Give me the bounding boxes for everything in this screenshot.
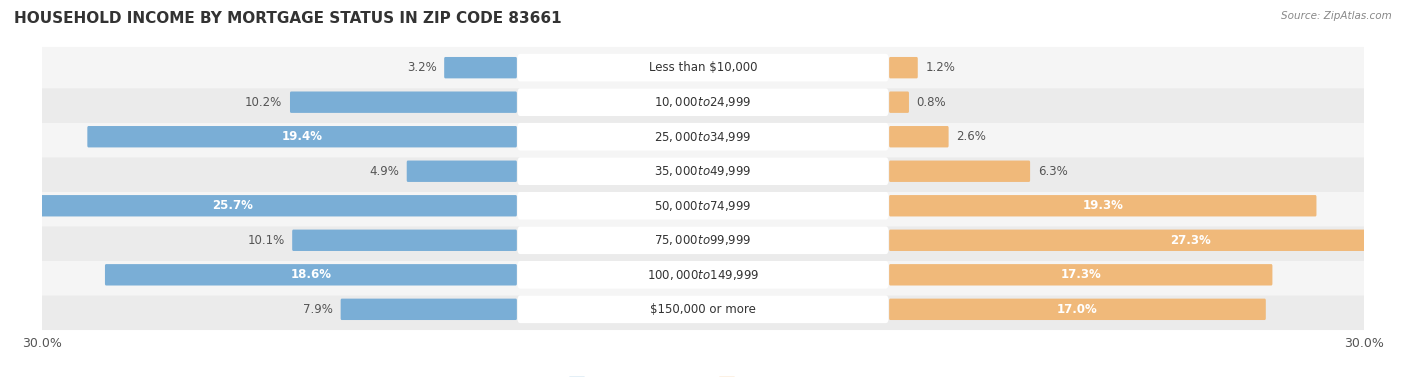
FancyBboxPatch shape [889, 230, 1406, 251]
Text: $100,000 to $149,999: $100,000 to $149,999 [647, 268, 759, 282]
FancyBboxPatch shape [517, 158, 889, 185]
Text: $25,000 to $34,999: $25,000 to $34,999 [654, 130, 752, 144]
FancyBboxPatch shape [889, 57, 918, 78]
FancyBboxPatch shape [39, 116, 1367, 158]
Text: 17.3%: 17.3% [1060, 268, 1101, 281]
Text: 0.8%: 0.8% [917, 96, 946, 109]
FancyBboxPatch shape [444, 57, 517, 78]
FancyBboxPatch shape [290, 92, 517, 113]
Text: 25.7%: 25.7% [212, 199, 253, 212]
Text: 18.6%: 18.6% [291, 268, 332, 281]
Text: 1.2%: 1.2% [925, 61, 955, 74]
Legend: Without Mortgage, With Mortgage: Without Mortgage, With Mortgage [564, 372, 842, 377]
FancyBboxPatch shape [39, 254, 1367, 296]
FancyBboxPatch shape [39, 219, 1367, 261]
FancyBboxPatch shape [0, 195, 517, 216]
FancyBboxPatch shape [340, 299, 517, 320]
FancyBboxPatch shape [292, 230, 517, 251]
Text: 3.2%: 3.2% [406, 61, 436, 74]
FancyBboxPatch shape [517, 123, 889, 150]
FancyBboxPatch shape [517, 296, 889, 323]
FancyBboxPatch shape [39, 150, 1367, 192]
Text: 2.6%: 2.6% [956, 130, 986, 143]
Text: 19.4%: 19.4% [281, 130, 322, 143]
Text: $75,000 to $99,999: $75,000 to $99,999 [654, 233, 752, 247]
FancyBboxPatch shape [889, 161, 1031, 182]
Text: $10,000 to $24,999: $10,000 to $24,999 [654, 95, 752, 109]
Text: HOUSEHOLD INCOME BY MORTGAGE STATUS IN ZIP CODE 83661: HOUSEHOLD INCOME BY MORTGAGE STATUS IN Z… [14, 11, 561, 26]
Text: 7.9%: 7.9% [304, 303, 333, 316]
Text: 19.3%: 19.3% [1083, 199, 1123, 212]
FancyBboxPatch shape [889, 92, 908, 113]
Text: 10.1%: 10.1% [247, 234, 284, 247]
Text: $50,000 to $74,999: $50,000 to $74,999 [654, 199, 752, 213]
Text: 27.3%: 27.3% [1171, 234, 1212, 247]
Text: 4.9%: 4.9% [370, 165, 399, 178]
Text: 6.3%: 6.3% [1038, 165, 1067, 178]
Text: Source: ZipAtlas.com: Source: ZipAtlas.com [1281, 11, 1392, 21]
Text: Less than $10,000: Less than $10,000 [648, 61, 758, 74]
Text: $150,000 or more: $150,000 or more [650, 303, 756, 316]
FancyBboxPatch shape [105, 264, 517, 285]
FancyBboxPatch shape [39, 47, 1367, 88]
Text: 17.0%: 17.0% [1057, 303, 1098, 316]
FancyBboxPatch shape [889, 126, 949, 147]
FancyBboxPatch shape [517, 261, 889, 289]
FancyBboxPatch shape [39, 185, 1367, 227]
FancyBboxPatch shape [517, 88, 889, 116]
Text: $35,000 to $49,999: $35,000 to $49,999 [654, 164, 752, 178]
FancyBboxPatch shape [39, 81, 1367, 123]
FancyBboxPatch shape [889, 299, 1265, 320]
FancyBboxPatch shape [889, 264, 1272, 285]
FancyBboxPatch shape [517, 54, 889, 81]
FancyBboxPatch shape [889, 195, 1316, 216]
FancyBboxPatch shape [87, 126, 517, 147]
Text: 10.2%: 10.2% [245, 96, 283, 109]
FancyBboxPatch shape [517, 192, 889, 219]
FancyBboxPatch shape [406, 161, 517, 182]
FancyBboxPatch shape [517, 227, 889, 254]
FancyBboxPatch shape [39, 289, 1367, 330]
